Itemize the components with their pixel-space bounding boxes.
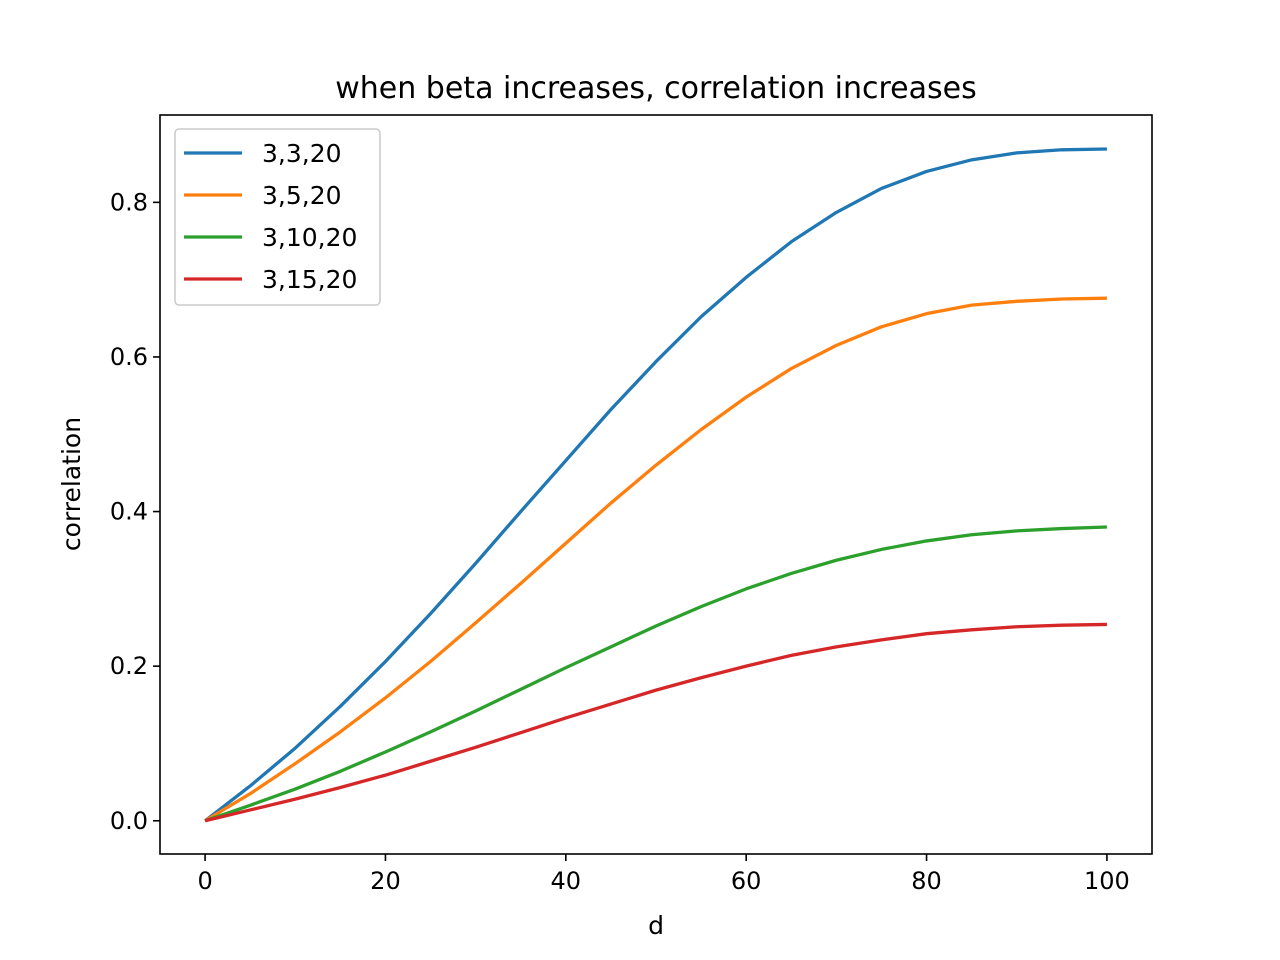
plot-layer xyxy=(204,147,1107,823)
y-tick-label: 0.4 xyxy=(110,498,148,526)
series-line-3-5-20 xyxy=(204,296,1107,823)
y-axis-label: correlation xyxy=(57,417,86,551)
series-line-3-15-20 xyxy=(204,622,1107,823)
legend-label: 3,15,20 xyxy=(262,265,357,294)
legend-label: 3,10,20 xyxy=(262,223,357,252)
x-axis-label: d xyxy=(648,911,664,940)
legend-label: 3,5,20 xyxy=(262,181,342,210)
x-tick-label: 20 xyxy=(370,867,401,895)
y-tick-label: 0.2 xyxy=(110,652,148,680)
series-line-3-10-20 xyxy=(204,525,1107,823)
y-tick-label: 0.6 xyxy=(110,343,148,371)
legend-box xyxy=(174,128,381,306)
plot-frame xyxy=(159,114,1153,855)
x-tick-label: 60 xyxy=(731,867,762,895)
x-tick-label: 80 xyxy=(911,867,942,895)
legend: 3,3,20 3,5,20 3,10,20 3,15,20 xyxy=(174,128,381,306)
x-tick-label: 0 xyxy=(197,867,212,895)
chart-title: when beta increases, correlation increas… xyxy=(335,71,976,106)
y-tick-label: 0.0 xyxy=(110,807,148,835)
x-tick-label: 40 xyxy=(551,867,582,895)
y-tick-label: 0.8 xyxy=(110,188,148,216)
tick-layer: 0 20 40 60 80 100 0.0 0.2 0.4 0.6 0.8 xyxy=(110,188,1130,895)
x-tick-label: 100 xyxy=(1084,867,1130,895)
series-line-3-3-20 xyxy=(204,147,1107,823)
legend-label: 3,3,20 xyxy=(262,139,342,168)
